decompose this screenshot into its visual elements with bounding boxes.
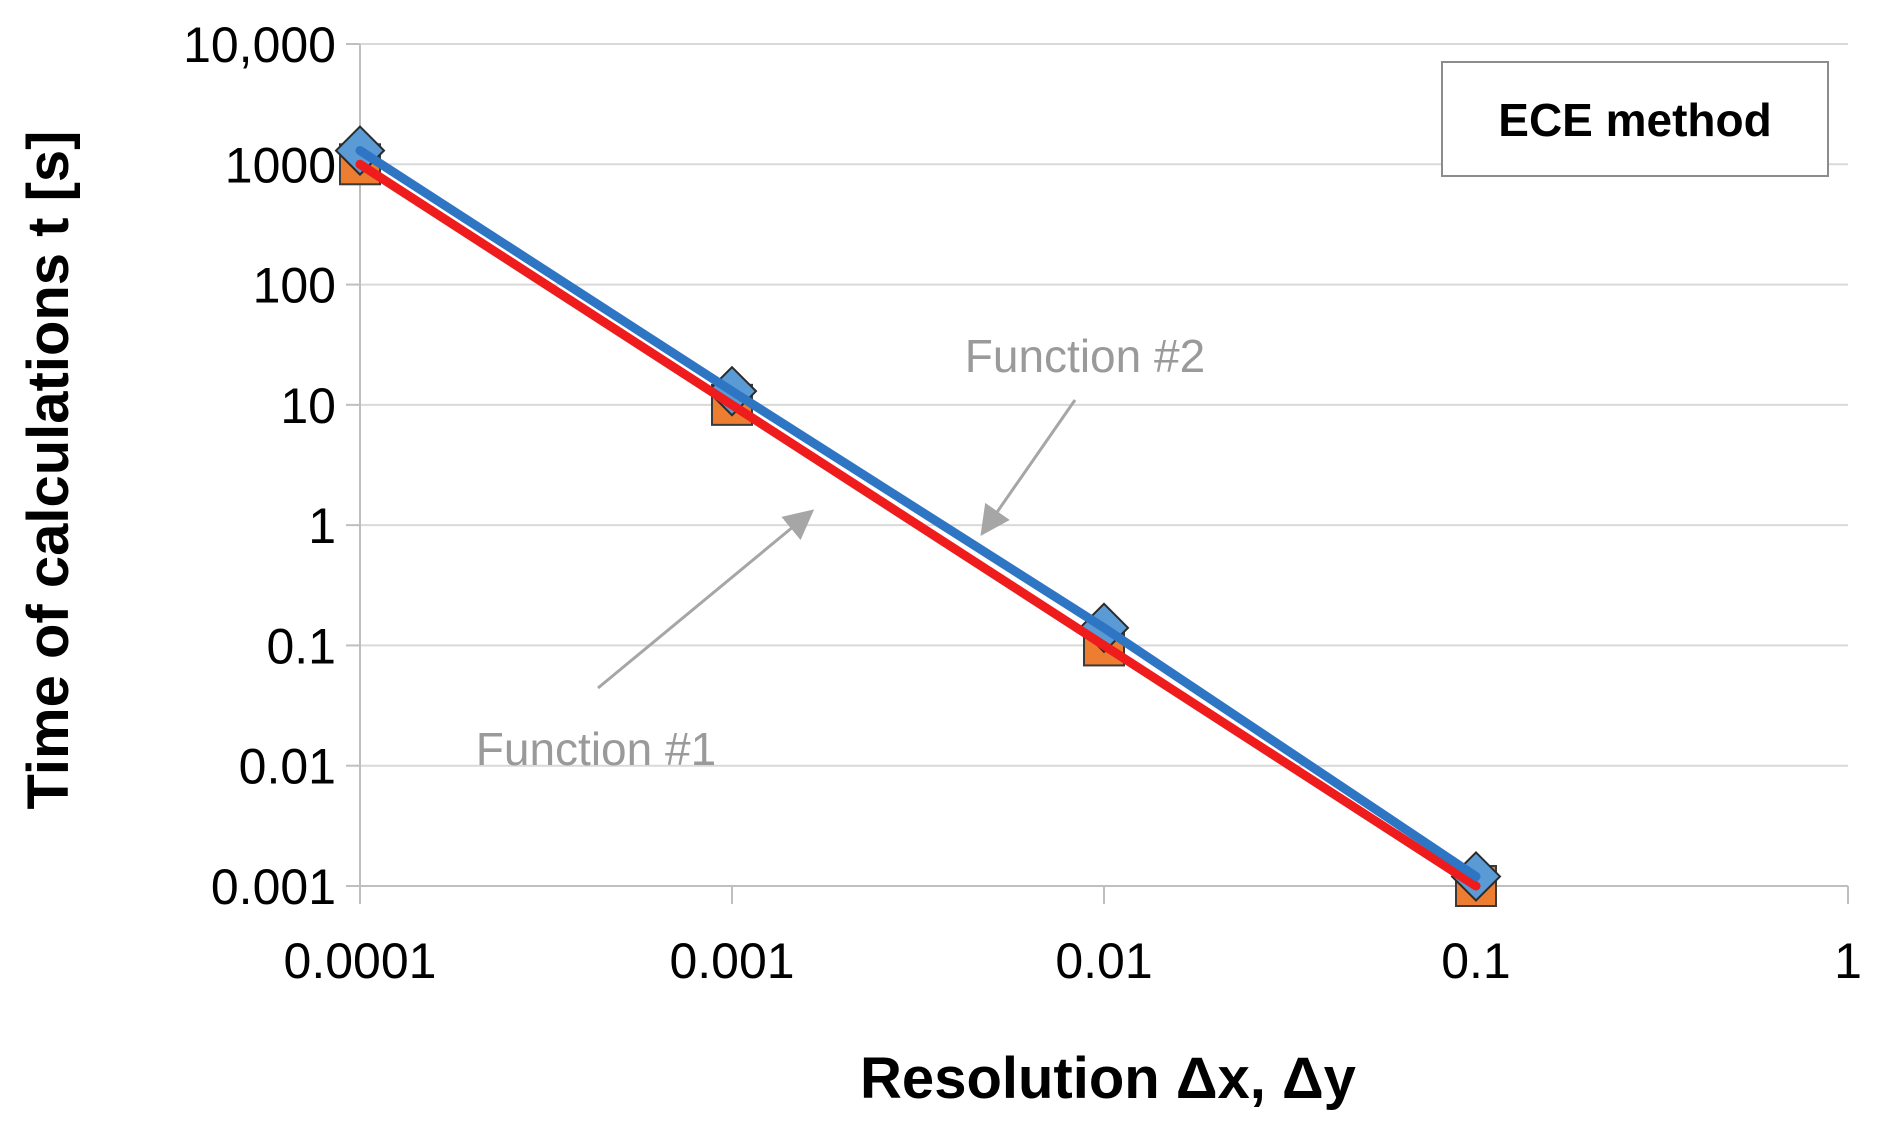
function-2-arrow	[980, 399, 1077, 537]
function-1-arrow	[597, 509, 815, 690]
y-tick-label: 100	[253, 258, 336, 314]
function-1-line	[355, 159, 1481, 891]
x-tick-label: 0.0001	[284, 933, 437, 989]
y-tick-label: 0.001	[211, 859, 336, 915]
x-tick-label: 0.01	[1055, 933, 1152, 989]
y-tick-label: 0.1	[266, 618, 336, 674]
x-tick-label: 1	[1834, 933, 1862, 989]
legend-box: ECE method	[1441, 61, 1829, 177]
legend-box-label: ECE method	[1498, 94, 1771, 146]
x-axis-title: Resolution Δx, Δy	[860, 1046, 1356, 1111]
y-tick-label: 1	[308, 498, 336, 554]
y-tick-label: 1000	[225, 137, 336, 193]
y-tick-label: 10,000	[183, 17, 336, 73]
y-tick-label: 10	[280, 378, 336, 434]
x-tick-label: 0.1	[1441, 933, 1511, 989]
function-2-annotation-label: Function #2	[965, 330, 1205, 382]
legend-box-frame	[1441, 61, 1829, 177]
y-tick-label: 0.01	[239, 739, 336, 795]
series	[334, 125, 1502, 907]
function-1-annotation-label: Function #1	[476, 723, 716, 775]
function-2-line	[355, 146, 1481, 881]
x-tick-label: 0.001	[669, 933, 794, 989]
y-axis-title: Time of calculations t [s]	[16, 131, 81, 810]
series-lines	[355, 146, 1481, 891]
annotations: Function #1 Function #2	[476, 330, 1205, 775]
